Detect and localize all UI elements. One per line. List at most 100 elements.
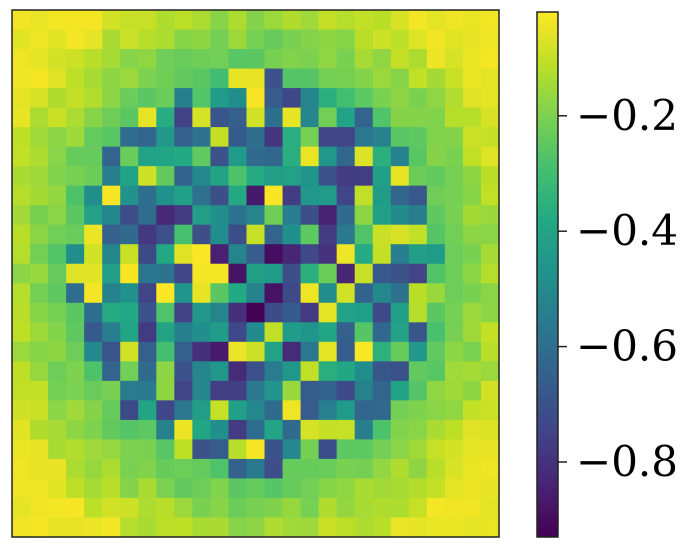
heatmap-cell [426, 263, 446, 284]
heatmap-cell [408, 517, 428, 538]
heatmap-cell [156, 205, 175, 226]
heatmap-cell [426, 361, 446, 382]
heatmap-cell [300, 458, 320, 480]
heatmap-cell [192, 127, 212, 148]
heatmap-cell [300, 439, 320, 460]
heatmap-cell [372, 224, 392, 245]
heatmap-cell [120, 361, 139, 382]
heatmap-cell [138, 68, 157, 89]
heatmap-cell [102, 205, 121, 226]
heatmap-cell [390, 497, 410, 519]
heatmap-cell [300, 205, 320, 226]
heatmap-cell [318, 29, 338, 50]
heatmap-cell [120, 322, 139, 343]
heatmap-cell [444, 146, 464, 167]
colorbar [536, 11, 559, 538]
heatmap-cell [480, 478, 500, 499]
heatmap-cell [372, 68, 392, 89]
heatmap-cell [444, 361, 464, 382]
heatmap-cell [228, 127, 248, 148]
heatmap-cell [66, 400, 85, 421]
heatmap-cell [318, 283, 338, 304]
heatmap-cell [318, 10, 338, 31]
heatmap-cell [282, 107, 302, 128]
heatmap-cell [84, 244, 103, 265]
heatmap-cell [480, 419, 500, 441]
heatmap-cell [336, 263, 356, 284]
heatmap-cell [372, 263, 392, 284]
heatmap-cell [426, 302, 446, 323]
heatmap-cell [282, 322, 302, 343]
heatmap-cell [444, 10, 464, 31]
heatmap-cell [12, 185, 31, 206]
heatmap-cell [300, 224, 320, 245]
heatmap-cell [210, 419, 230, 441]
heatmap-cell [336, 127, 356, 148]
heatmap-cell [372, 166, 392, 187]
heatmap-cell [300, 10, 320, 31]
heatmap-cell [192, 497, 212, 519]
heatmap-cell [156, 146, 175, 167]
heatmap-cell [300, 166, 320, 187]
heatmap-cell [300, 478, 320, 499]
heatmap-cell [12, 107, 31, 128]
heatmap-cell [264, 146, 284, 167]
heatmap-cell [66, 419, 85, 441]
heatmap-cell [390, 341, 410, 362]
heatmap-cell [300, 341, 320, 362]
heatmap-cell [408, 146, 428, 167]
heatmap-cell [228, 29, 248, 50]
heatmap-cell [390, 107, 410, 128]
heatmap-cell [12, 302, 31, 323]
heatmap-cell [210, 224, 230, 245]
heatmap-cell [192, 419, 212, 441]
heatmap-cell [408, 497, 428, 519]
heatmap-cell [84, 205, 103, 226]
heatmap-cell [174, 341, 193, 362]
heatmap-cell [462, 49, 482, 70]
heatmap-cell [390, 478, 410, 499]
heatmap-cell [156, 283, 175, 304]
heatmap-cell [408, 283, 428, 304]
heatmap-cell [282, 517, 302, 538]
heatmap-cell [372, 439, 392, 460]
heatmap-cell [138, 439, 157, 460]
heatmap-cell [390, 283, 410, 304]
heatmap-cell [480, 302, 500, 323]
heatmap-cell [120, 400, 139, 421]
colorbar-tick-label: −0.6 [576, 322, 678, 371]
heatmap-cell [120, 283, 139, 304]
heatmap-cell [156, 10, 175, 31]
heatmap-cell [174, 224, 193, 245]
heatmap-cell [264, 205, 284, 226]
heatmap-cell [66, 322, 85, 343]
heatmap-cell [156, 458, 175, 480]
heatmap-cell [120, 517, 139, 538]
heatmap-cell [102, 283, 121, 304]
heatmap-cell [228, 517, 248, 538]
heatmap-cell [210, 166, 230, 187]
heatmap-cell [156, 244, 175, 265]
heatmap-cell [210, 49, 230, 70]
heatmap-cell [426, 224, 446, 245]
heatmap-cell [264, 107, 284, 128]
heatmap-cell [210, 497, 230, 519]
heatmap-cell [192, 380, 212, 401]
heatmap-cell [354, 400, 374, 421]
heatmap-cell [354, 205, 374, 226]
heatmap-cell [390, 322, 410, 343]
heatmap-cell [300, 107, 320, 128]
heatmap-cell [480, 10, 500, 31]
heatmap-cell [264, 400, 284, 421]
heatmap-cell [12, 29, 31, 50]
plot-frame [11, 9, 500, 538]
heatmap-cell [246, 497, 266, 519]
heatmap-cell [138, 380, 157, 401]
heatmap-cell [84, 361, 103, 382]
heatmap-cell [282, 205, 302, 226]
heatmap-cell [12, 283, 31, 304]
heatmap-cell [120, 49, 139, 70]
heatmap-cell [354, 10, 374, 31]
heatmap-cell [30, 263, 49, 284]
